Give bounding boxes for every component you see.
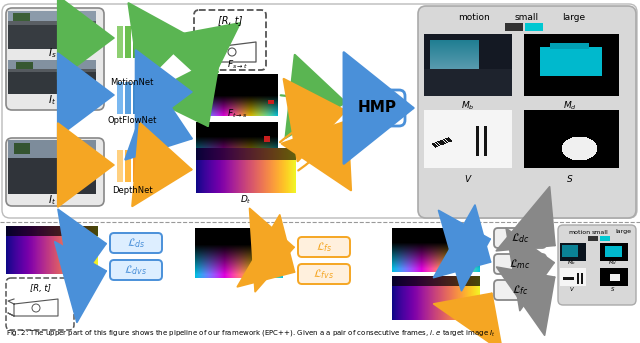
Text: $\mathcal{L}_{mc}$: $\mathcal{L}_{mc}$ [509,257,531,271]
FancyBboxPatch shape [350,90,405,126]
FancyBboxPatch shape [6,138,104,206]
FancyBboxPatch shape [558,225,636,305]
Bar [141,150,147,182]
Text: $D_t$: $D_t$ [240,193,252,205]
Bar [133,26,139,58]
Bar [588,236,598,241]
Text: large: large [615,229,631,235]
Bar [125,150,131,182]
FancyBboxPatch shape [494,280,546,300]
FancyBboxPatch shape [418,6,636,218]
FancyBboxPatch shape [298,237,350,257]
Bar [505,23,523,31]
Text: $I_s$: $I_s$ [47,46,56,60]
Text: Fig. 2: The upper part of this figure shows the pipeline of our framework (EPC++: Fig. 2: The upper part of this figure sh… [6,328,496,338]
Text: $\mathcal{L}_{fvs}$: $\mathcal{L}_{fvs}$ [314,267,335,281]
Bar [125,82,131,114]
Text: small: small [515,13,539,23]
Text: DepthNet: DepthNet [112,186,152,195]
Bar [600,236,610,241]
FancyBboxPatch shape [194,10,266,70]
Bar [117,82,123,114]
Text: $M_b$: $M_b$ [568,259,577,268]
Text: $M_d$: $M_d$ [563,100,577,113]
Text: $I_t$: $I_t$ [48,93,56,107]
Text: $M_d$: $M_d$ [609,259,618,268]
Text: large: large [563,13,586,23]
Text: HMP: HMP [358,100,397,116]
FancyBboxPatch shape [6,8,104,110]
FancyBboxPatch shape [298,264,350,284]
Text: $F_{t \rightarrow s}$: $F_{t \rightarrow s}$ [227,107,247,120]
Text: [R, t]: [R, t] [29,284,51,293]
Text: small: small [591,229,609,235]
Text: [R, t]: [R, t] [218,15,242,25]
Bar [117,26,123,58]
FancyBboxPatch shape [6,278,74,330]
Text: MotionNet: MotionNet [110,78,154,87]
Text: $V$: $V$ [463,173,472,184]
Text: motion: motion [568,229,590,235]
Text: $\mathcal{L}_{fc}$: $\mathcal{L}_{fc}$ [511,283,529,297]
Text: OptFlowNet: OptFlowNet [108,116,157,125]
FancyBboxPatch shape [110,233,162,253]
Bar [525,23,543,31]
Text: $\mathcal{L}_{ds}$: $\mathcal{L}_{ds}$ [127,236,145,250]
Text: $I_t$: $I_t$ [48,193,56,207]
Text: $\mathcal{L}_{dc}$: $\mathcal{L}_{dc}$ [511,231,529,245]
FancyBboxPatch shape [2,4,637,218]
Bar [125,26,131,58]
Text: $M_b$: $M_b$ [461,100,475,113]
Text: $V$: $V$ [569,285,575,293]
Text: $S$: $S$ [566,173,573,184]
Bar [117,150,123,182]
Text: $S$: $S$ [611,285,616,293]
Bar [141,82,147,114]
Text: $\mathcal{L}_{fs}$: $\mathcal{L}_{fs}$ [316,240,332,254]
FancyBboxPatch shape [110,260,162,280]
Bar [141,26,147,58]
Text: $\mathcal{L}_{dvs}$: $\mathcal{L}_{dvs}$ [124,263,148,277]
FancyBboxPatch shape [494,254,546,274]
FancyBboxPatch shape [494,228,546,248]
Text: $F_{s \rightarrow t}$: $F_{s \rightarrow t}$ [227,59,248,71]
Text: motion: motion [458,13,490,23]
Bar [133,82,139,114]
Bar [133,150,139,182]
